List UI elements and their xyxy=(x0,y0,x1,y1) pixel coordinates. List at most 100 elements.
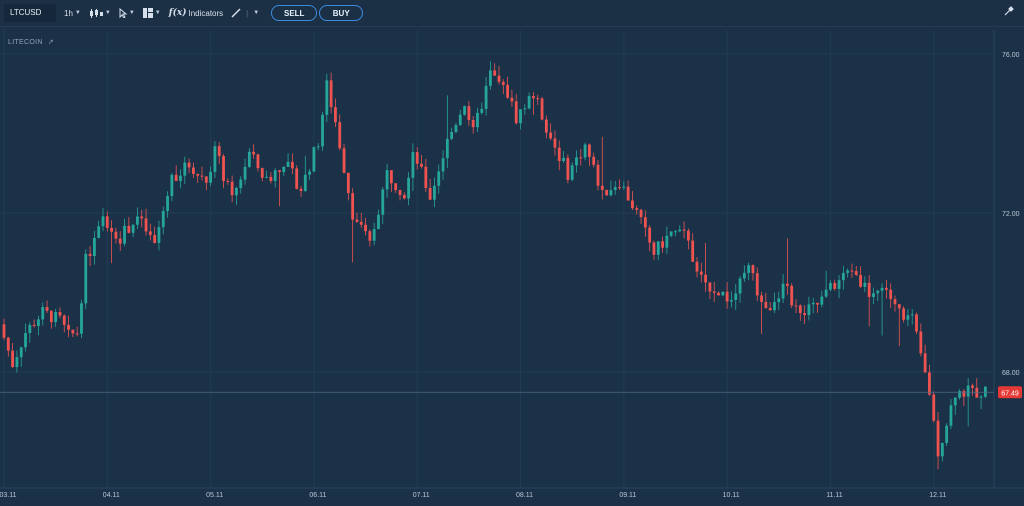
candle-body xyxy=(351,193,355,220)
candle-body xyxy=(876,290,880,294)
candle-body xyxy=(243,166,247,180)
x-tick-label: 11.11 xyxy=(826,492,843,499)
candle-body xyxy=(678,229,682,232)
candle-body xyxy=(971,385,974,388)
candle-body xyxy=(80,303,83,334)
candle-body xyxy=(402,194,406,199)
candle-body xyxy=(467,106,471,120)
candle-body xyxy=(923,353,927,373)
candle-body xyxy=(674,231,677,233)
candle-body xyxy=(131,224,135,233)
candle-body xyxy=(618,187,621,189)
candle-body xyxy=(557,147,561,161)
x-tick-label: 06.11 xyxy=(309,492,326,499)
symbol-input[interactable]: LTCUSD xyxy=(4,4,56,22)
drawing-tools-dropdown[interactable]: | ▼ xyxy=(231,8,259,18)
candle-body xyxy=(777,298,781,303)
candle-body xyxy=(958,391,961,398)
candle-body xyxy=(299,188,303,191)
external-link-icon[interactable]: ↗ xyxy=(47,39,54,46)
candle-body xyxy=(523,108,527,110)
candle-body xyxy=(458,114,462,126)
candle-body xyxy=(200,175,204,177)
candle-body xyxy=(260,168,264,178)
candle-body xyxy=(398,190,402,195)
candle-body xyxy=(652,242,656,255)
candle-body xyxy=(187,162,191,168)
candle-body xyxy=(553,138,557,148)
candle-body xyxy=(37,319,40,327)
price-chart[interactable]: 67.49 76.00 72.00 68.00 03.11 04.11 05.11 06.11… xyxy=(0,27,1024,506)
candle-body xyxy=(148,231,152,236)
candle-body xyxy=(174,174,178,181)
candle-body xyxy=(170,174,174,196)
candle-body xyxy=(807,304,811,315)
candle-body xyxy=(940,443,944,457)
candle-body xyxy=(742,272,746,279)
candle-body xyxy=(316,146,320,148)
candle-body xyxy=(867,282,871,297)
layout-dropdown[interactable]: ▼ xyxy=(142,8,161,18)
candle-body xyxy=(854,271,858,275)
candle-body xyxy=(484,85,488,109)
chart-type-dropdown[interactable]: ▼ xyxy=(89,8,111,18)
candle-body xyxy=(450,131,454,139)
candle-body xyxy=(932,394,936,421)
candle-body xyxy=(28,324,32,334)
candle-body xyxy=(454,125,458,132)
candle-body xyxy=(764,301,768,309)
candle-body xyxy=(161,210,165,228)
candle-body xyxy=(928,372,931,395)
candle-body xyxy=(669,231,673,236)
candle-body xyxy=(656,241,660,255)
candle-body xyxy=(88,253,92,256)
candle-body xyxy=(936,420,940,457)
candle-body xyxy=(592,156,596,165)
candle-body xyxy=(915,314,918,332)
candle-body xyxy=(303,174,307,191)
x-tick-label: 03.11 xyxy=(0,492,17,499)
candle-body xyxy=(889,289,893,300)
candle-body xyxy=(424,166,428,189)
x-tick-label: 07.11 xyxy=(413,492,430,499)
candle-body xyxy=(803,313,807,315)
candle-body xyxy=(686,230,690,241)
candle-body xyxy=(975,387,979,398)
interval-dropdown[interactable]: 1h ▼ xyxy=(64,9,81,18)
candle-body xyxy=(385,170,389,190)
pin-icon[interactable] xyxy=(1004,6,1014,19)
candle-body xyxy=(105,216,109,228)
candle-body xyxy=(665,235,669,248)
candle-body xyxy=(790,285,794,306)
buy-button[interactable]: BUY xyxy=(319,5,364,21)
candle-body xyxy=(58,312,62,316)
cursor-dropdown[interactable]: ▼ xyxy=(119,8,135,18)
candle-body xyxy=(49,310,53,323)
candle-body xyxy=(648,227,652,243)
sell-button[interactable]: SELL xyxy=(271,5,318,21)
candle-body xyxy=(725,291,729,302)
layout-icon xyxy=(142,8,153,18)
candle-body xyxy=(411,152,415,178)
candle-body xyxy=(420,163,423,167)
candle-body xyxy=(226,180,230,182)
indicators-button[interactable]: f(x) Indicators xyxy=(169,8,223,18)
x-tick-label: 04.11 xyxy=(103,492,120,499)
candle-body xyxy=(92,237,96,256)
candle-body xyxy=(773,302,776,311)
candle-body xyxy=(45,307,49,311)
candle-body xyxy=(596,164,600,186)
candle-body xyxy=(2,324,6,338)
candle-body xyxy=(41,307,45,320)
candle-body xyxy=(437,171,441,186)
candle-body xyxy=(846,270,850,273)
candle-body xyxy=(114,231,118,239)
candle-body xyxy=(222,156,225,181)
x-tick-label: 10.11 xyxy=(723,492,740,499)
candle-body xyxy=(820,296,824,305)
candle-body xyxy=(196,173,200,176)
candle-body xyxy=(682,229,686,231)
candle-body xyxy=(338,122,342,149)
candle-body xyxy=(536,98,540,100)
candle-body xyxy=(278,170,281,172)
